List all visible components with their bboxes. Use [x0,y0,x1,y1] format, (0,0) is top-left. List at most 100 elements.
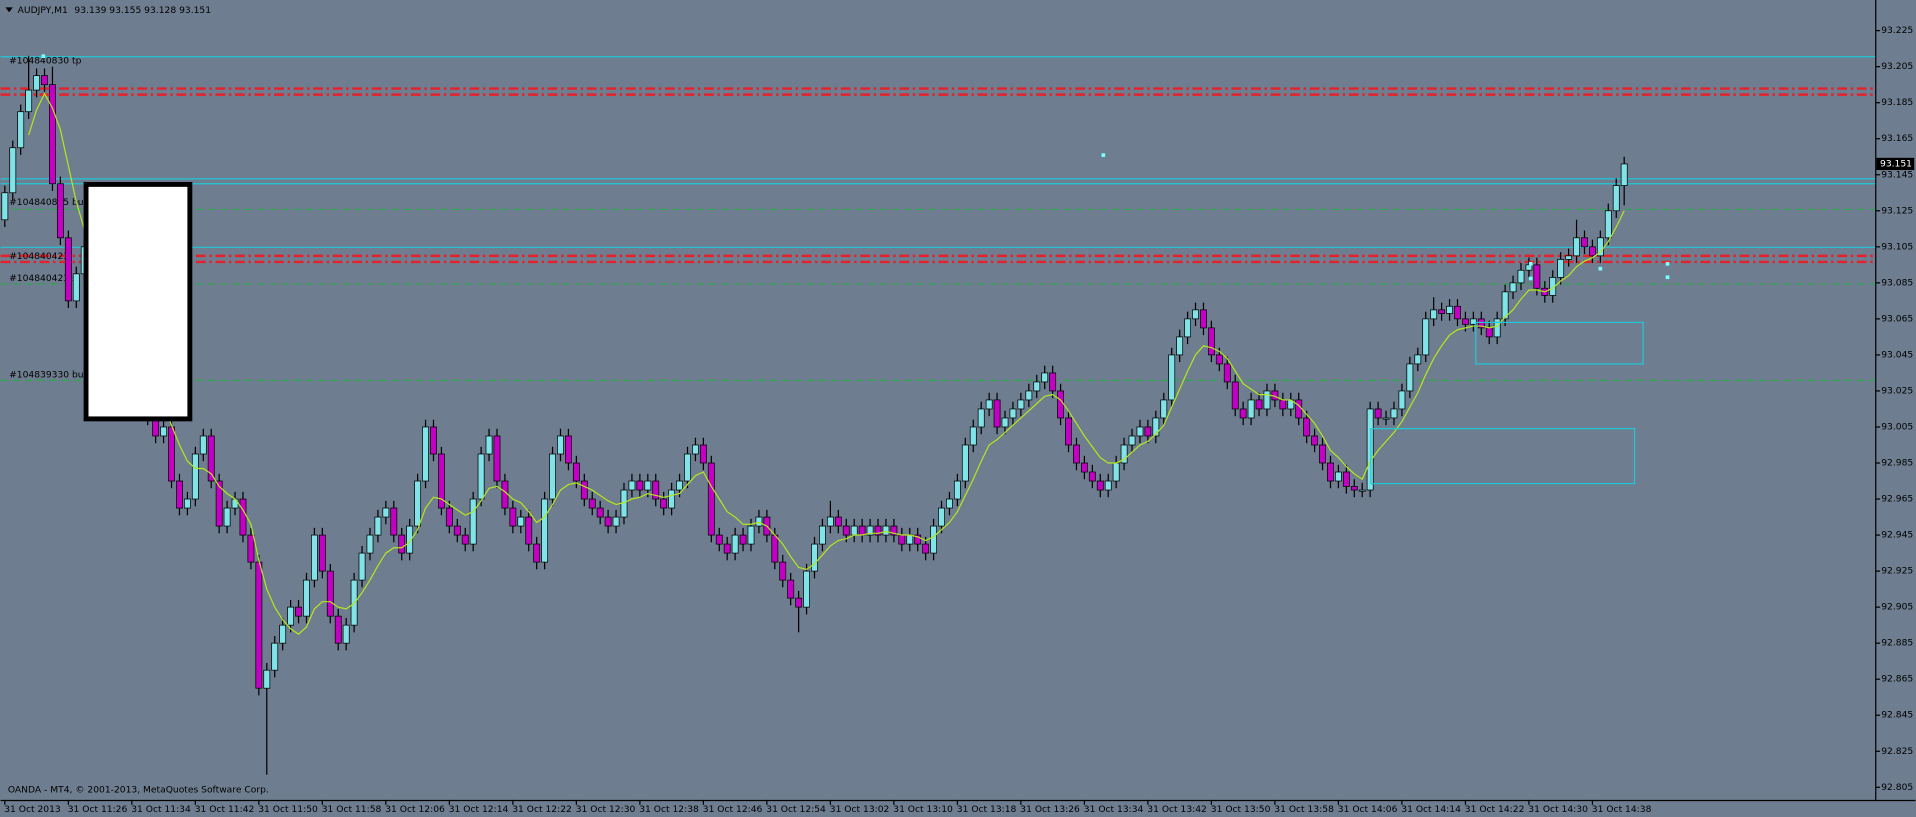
candle-body [279,624,287,644]
x-tick-label: 31 Oct 14:22 [1465,805,1525,815]
footer: OANDA - MT4, © 2001-2013, MetaQuotes Sof… [8,786,269,796]
candle-body [1573,237,1580,257]
candle-body [239,498,247,536]
candle-body [811,543,818,572]
candle-body [1382,417,1390,420]
candle-body [287,606,295,626]
price-tag [1876,157,1915,171]
candle-body [461,534,469,545]
candle-body [342,624,350,644]
candle-body [842,525,850,536]
candle-body [533,543,541,563]
y-tick-label: 93.185 [1881,98,1913,108]
candle-body [1612,185,1620,212]
candle-body [1073,444,1080,464]
candle-body [1327,462,1334,482]
rectangle-object [1370,428,1636,485]
candle-body [1438,309,1446,314]
x-tick-label: 31 Oct 14:14 [1401,805,1461,815]
candle-body [374,516,382,536]
candle-body [199,435,207,455]
candle-body [715,534,723,545]
candle-body [1303,417,1311,437]
candle-body [1493,318,1501,338]
candle-body [358,552,366,581]
candle-body [977,408,985,428]
candle-body [723,543,731,554]
candle-body [1104,480,1112,491]
candle-body [541,498,549,563]
candle-body [390,507,398,536]
y-tick-label: 93.225 [1881,26,1913,36]
candle-body [1620,163,1628,186]
x-tick-label: 31 Oct 2013 [4,805,61,815]
candle-body [1001,417,1009,428]
y-tick-label: 93.145 [1881,170,1913,180]
candle-body [1160,399,1168,419]
candle-body [1200,309,1207,329]
candle-body [1398,390,1406,410]
candle-body [310,534,318,581]
candle-body [422,426,429,482]
white-box [83,181,193,422]
candle-body [1469,318,1477,325]
candle-body [485,435,493,455]
candle-body [326,570,334,617]
x-tick-label: 31 Oct 12:46 [703,805,763,815]
chart-title: AUDJPY,M1 93.139 93.155 93.128 93.151 [18,5,211,15]
candle-body [430,426,437,455]
plot: #104840830 tp #104840855 buy #104840423 #10… [0,55,1876,775]
x-tick-label: 31 Oct 11:26 [68,805,128,815]
candle-body [1414,354,1422,365]
candle-body [1485,327,1493,338]
candle-body [628,480,636,491]
candle-body [1041,372,1049,383]
candle-body [755,516,763,527]
candle-body [1231,381,1239,410]
candle-body [572,462,580,482]
candle-body [898,534,906,545]
candle-body [739,534,747,545]
candle-body [414,480,422,527]
candle-body [271,642,279,671]
candle-body [1358,489,1366,492]
x-tick-label: 31 Oct 12:38 [639,805,699,815]
moving-average [28,92,1625,635]
candle-body [874,525,882,536]
candle-body [438,453,445,509]
candle-body [795,597,803,608]
candle-body [660,498,668,509]
y-tick-label: 93.105 [1881,242,1913,252]
x-tick-label: 31 Oct 11:34 [131,805,191,815]
y-tick-label: 92.825 [1881,747,1913,757]
candle-body [1223,363,1231,383]
y-tick-label: 92.805 [1881,783,1913,793]
candle-body [160,426,168,437]
candle-body [1247,399,1255,419]
candle-body [1406,363,1414,392]
y-tick-label: 93.165 [1881,134,1913,144]
candle-body [1136,426,1144,437]
candle-body [612,516,620,527]
low: 93.128 [144,5,176,15]
candle-body [604,516,612,527]
candle-body [493,435,501,482]
candle-body [652,480,660,500]
y-tick-label: 93.005 [1881,422,1913,432]
candle-body [596,507,604,518]
candle-body [49,84,56,185]
candle-body [1454,305,1461,320]
candle-body [231,498,239,509]
candle-body [263,669,271,689]
candle-body [1565,255,1573,260]
candle-body [731,534,739,554]
candle-body [946,498,953,509]
order-label: #104840423 sl [9,274,79,284]
candle-body [1533,264,1541,289]
candle-body [1255,399,1263,410]
y-tick-label: 93.085 [1881,278,1913,288]
x-tick-label: 31 Oct 11:42 [195,805,255,815]
candle-body [1279,399,1287,410]
candle-body [366,534,374,554]
candle-body [17,111,25,149]
